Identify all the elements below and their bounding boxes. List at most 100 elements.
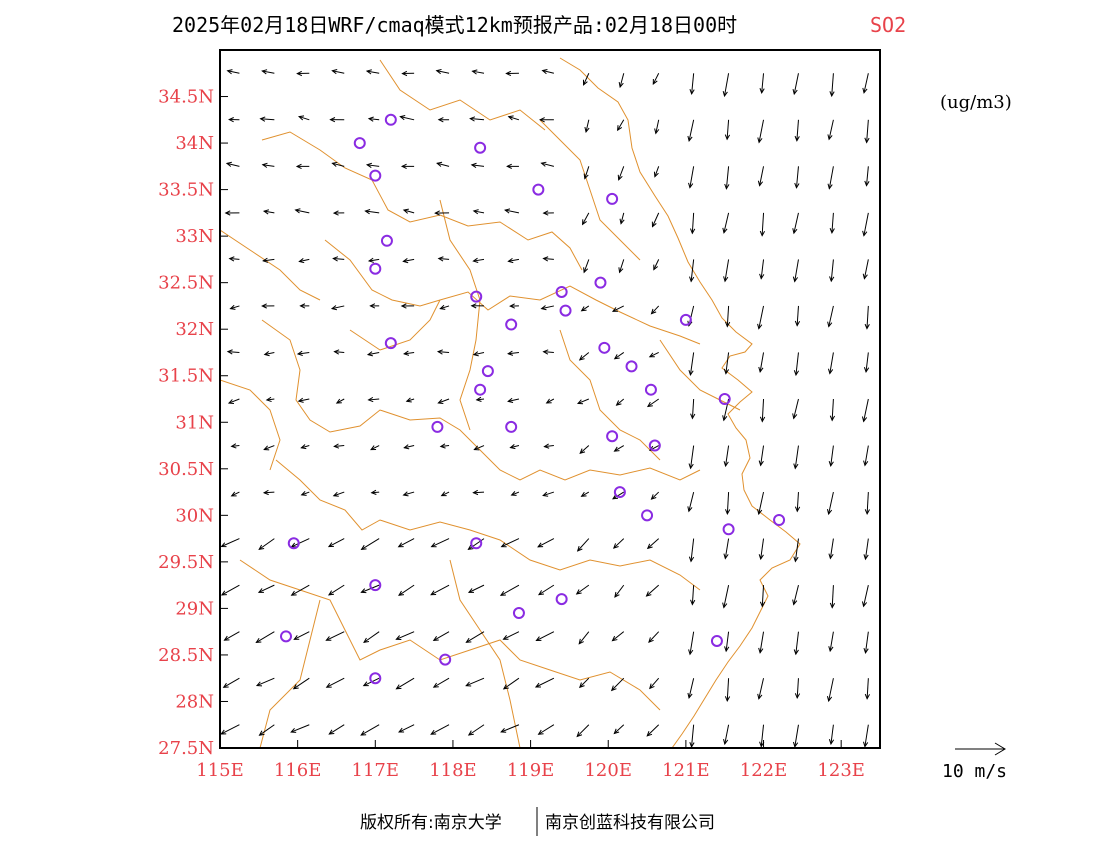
wind-arrow [539, 117, 554, 123]
wind-arrow [828, 445, 834, 468]
wind-arrow [505, 70, 519, 77]
wind-arrow [261, 162, 275, 168]
wind-arrow [578, 352, 590, 361]
wind-arrow [612, 538, 625, 549]
wind-arrow [265, 396, 275, 403]
wind-arrow [222, 677, 240, 688]
wind-arrow [688, 352, 695, 377]
wind-arrow [793, 352, 800, 377]
wind-arrow [403, 444, 415, 450]
wind-arrow [261, 69, 275, 75]
wind-arrow [794, 166, 800, 189]
y-tick-label: 31.5N [158, 366, 214, 387]
wind-arrow [226, 69, 240, 75]
wind-arrow [257, 584, 275, 593]
wind-arrow [650, 305, 660, 315]
station-marker [722, 523, 735, 536]
wind-arrow [618, 73, 625, 89]
wind-arrow [646, 398, 659, 408]
wind-arrow [759, 259, 765, 280]
station-marker [773, 513, 786, 526]
wind-arrow [862, 73, 869, 94]
wind-arrow [255, 631, 275, 643]
province-border [261, 131, 583, 271]
wind-arrow [467, 584, 485, 593]
wind-arrow [613, 445, 625, 452]
wind-arrow [360, 724, 380, 736]
wind-arrow [611, 631, 625, 642]
wind-arrow [829, 259, 835, 283]
wind-arrow [722, 73, 730, 98]
wind-arrow [757, 678, 765, 700]
wind-arrow [648, 631, 660, 643]
wind-arrow [864, 492, 870, 516]
wind-arrow [365, 69, 380, 75]
wind-arrow [333, 443, 345, 449]
map-title: 2025年02月18日WRF/cmaq模式12km预报产品:02月18日00时 [172, 13, 737, 37]
wind-arrow [829, 585, 836, 609]
wind-arrow [651, 212, 660, 228]
wind-arrow [504, 208, 520, 214]
wind-arrow [398, 584, 415, 596]
station-marker [287, 537, 300, 550]
wind-arrow [366, 351, 380, 357]
wind-arrow [542, 349, 554, 355]
wind-arrow [402, 258, 415, 264]
wind-arrow [540, 161, 555, 167]
wind-arrow [367, 396, 380, 403]
wind-arrow [792, 724, 799, 748]
wind-arrow [792, 585, 799, 606]
wind-arrow [367, 257, 380, 263]
wind-arrow [826, 491, 834, 516]
wind-arrow [610, 677, 625, 692]
wind-arrow [828, 538, 834, 560]
station-marker [598, 341, 611, 354]
wind-arrow [327, 538, 345, 548]
wind-arrow [537, 724, 555, 735]
wind-arrow [328, 584, 345, 596]
wind-arrow [365, 162, 380, 168]
station-marker [380, 234, 393, 247]
y-tick-label: 31N [175, 412, 214, 433]
wind-arrow [300, 490, 310, 496]
wind-arrow [292, 677, 310, 690]
wind-arrow [297, 397, 310, 403]
wind-arrow [794, 119, 800, 142]
wind-arrow [654, 119, 660, 135]
wind-arrow [580, 305, 590, 312]
wind-arrow [296, 70, 310, 77]
wind-arrow [576, 398, 590, 405]
wind-arrow [230, 443, 240, 449]
wind-arrow [687, 678, 695, 699]
wind-arrow [792, 259, 799, 283]
station-marker [718, 393, 731, 405]
wind-arrow [332, 491, 345, 497]
wind-vectors [220, 68, 871, 748]
latitude-axis: 27.5N 28N 28.5N 29N 29.5N 30N 30.5N 31N 31.5N 32N… [158, 87, 228, 759]
wind-arrow [228, 117, 240, 123]
station-marker [512, 607, 525, 620]
reference-vector-label: 10 m/s [942, 761, 1007, 782]
wind-arrow [226, 349, 240, 355]
wind-arrow [863, 631, 869, 654]
wind-arrow [258, 538, 275, 551]
wind-arrow [295, 163, 310, 170]
wind-arrow [829, 73, 835, 98]
province-border [559, 329, 661, 461]
wind-arrow [465, 677, 485, 687]
wind-arrow [794, 492, 801, 513]
wind-arrow [617, 166, 625, 181]
wind-arrow [793, 631, 799, 656]
y-tick-label: 34.5N [158, 87, 214, 108]
x-tick-label: 115E [196, 760, 244, 781]
wind-arrow [329, 117, 345, 123]
wind-arrow [827, 305, 834, 328]
wind-arrow [436, 161, 450, 167]
wind-arrow [395, 631, 415, 641]
wind-arrow [827, 119, 834, 141]
station-marker [606, 430, 619, 443]
monitoring-stations [280, 113, 786, 685]
wind-arrow [473, 445, 485, 451]
wind-arrow [437, 256, 450, 262]
